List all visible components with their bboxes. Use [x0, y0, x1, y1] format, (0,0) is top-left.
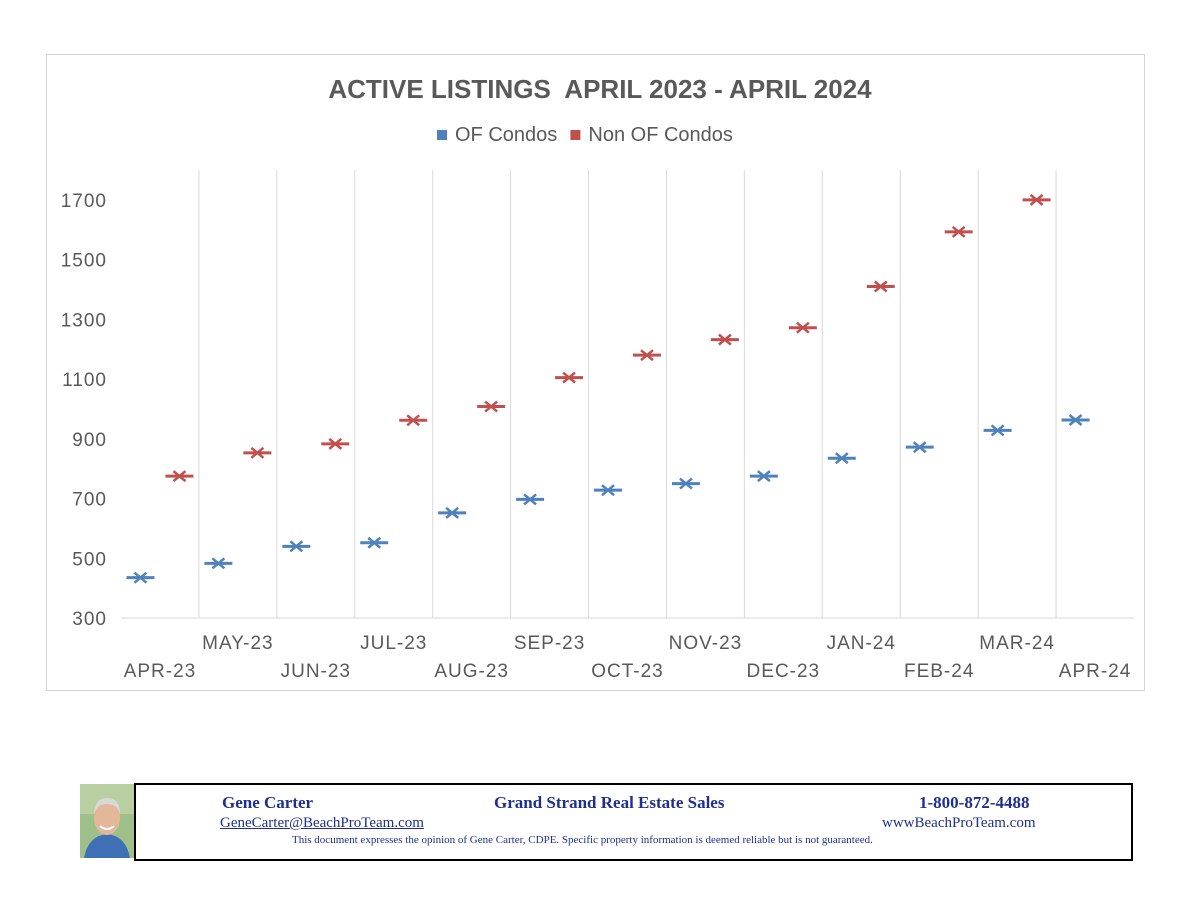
- x-tick-label: SEP-23: [514, 633, 585, 654]
- marker-cross: [834, 452, 849, 465]
- marker-cross: [757, 470, 771, 483]
- marker-cross: [1068, 414, 1083, 426]
- data-point: [1061, 414, 1090, 426]
- y-tick-label: 500: [72, 549, 107, 570]
- legend-swatch: [570, 130, 581, 140]
- legend-swatch: [437, 130, 447, 140]
- x-tick-label: AUG-23: [434, 661, 509, 682]
- chart-svg: ACTIVE LISTINGS APRIL 2023 - APRIL 2024 …: [61, 74, 1134, 682]
- chart-title: ACTIVE LISTINGS APRIL 2023 - APRIL 2024: [328, 74, 872, 104]
- data-point: [399, 414, 428, 427]
- data-point: [944, 225, 973, 238]
- data-point: [905, 441, 934, 454]
- phone-number: 1-800-872-4488: [919, 793, 1030, 812]
- chart-marks: [126, 193, 1090, 584]
- data-point: [243, 446, 272, 459]
- y-tick-label: 1300: [61, 310, 107, 331]
- chart-legend: OF Condos Non OF Condos: [437, 124, 733, 146]
- x-tick-label: MAY-23: [202, 633, 273, 654]
- data-point: [1022, 193, 1051, 206]
- chart-grid: [121, 170, 1134, 619]
- marker-cross: [1029, 193, 1044, 206]
- data-point: [282, 540, 311, 553]
- x-tick-label: JUN-23: [281, 661, 351, 682]
- y-tick-label: 700: [72, 490, 107, 511]
- y-tick-label: 300: [72, 609, 107, 630]
- marker-cross: [990, 424, 1005, 437]
- website-text: wwwBeachProTeam.com: [882, 815, 1036, 831]
- marker-cross: [523, 493, 537, 506]
- legend-label: Non OF Condos: [588, 124, 733, 146]
- x-tick-label: DEC-23: [747, 661, 821, 682]
- data-point: [126, 571, 155, 584]
- data-point: [866, 280, 895, 293]
- x-tick-label: APR-23: [124, 661, 197, 682]
- x-tick-label: JUL-23: [360, 633, 427, 654]
- marker-cross: [796, 321, 810, 334]
- marker-cross: [873, 280, 888, 293]
- marker-cross: [562, 371, 576, 384]
- legend-label: OF Condos: [455, 124, 557, 146]
- marker-cross: [289, 540, 304, 553]
- marker-cross: [406, 414, 421, 427]
- marker-cross: [367, 536, 382, 549]
- data-point: [165, 470, 194, 483]
- marker-cross: [133, 571, 148, 584]
- data-point: [555, 371, 584, 384]
- email-link[interactable]: GeneCarter@BeachProTeam.com: [220, 815, 424, 831]
- x-tick-label: JAN-24: [827, 633, 896, 654]
- y-tick-label: 1700: [61, 191, 107, 212]
- agent-name: Gene Carter: [222, 793, 314, 812]
- marker-cross: [328, 437, 343, 450]
- y-tick-label: 1100: [62, 370, 107, 391]
- marker-cross: [951, 225, 966, 238]
- data-point: [360, 536, 389, 549]
- marker-cross: [445, 506, 459, 519]
- x-tick-label: FEB-24: [904, 661, 974, 682]
- y-tick-label: 1500: [61, 251, 107, 272]
- y-axis-ticks: 300 500 700 900 1100 1300 1500 1700: [61, 191, 107, 630]
- marker-cross: [718, 333, 732, 346]
- data-point: [438, 506, 467, 519]
- company-name: Grand Strand Real Estate Sales: [494, 793, 725, 812]
- data-point: [594, 484, 623, 497]
- disclaimer-text: This document expresses the opinion of G…: [292, 834, 873, 846]
- data-point: [321, 437, 350, 450]
- marker-cross: [172, 470, 187, 483]
- data-point: [632, 349, 661, 362]
- data-point: [788, 321, 817, 334]
- marker-cross: [484, 400, 498, 413]
- data-point: [516, 493, 545, 506]
- x-tick-label: NOV-23: [669, 633, 743, 654]
- x-tick-label: APR-24: [1059, 661, 1132, 682]
- data-point: [671, 477, 700, 490]
- marker-cross: [912, 441, 927, 454]
- x-tick-label: MAR-24: [979, 633, 1055, 654]
- data-point: [204, 557, 233, 570]
- marker-cross: [640, 349, 654, 362]
- chart-frame: ACTIVE LISTINGS APRIL 2023 - APRIL 2024 …: [46, 54, 1145, 691]
- x-tick-label: OCT-23: [591, 661, 664, 682]
- marker-cross: [211, 557, 226, 570]
- data-point: [749, 470, 778, 483]
- y-tick-label: 900: [72, 430, 107, 451]
- marker-cross: [679, 477, 693, 490]
- agent-photo: [80, 784, 134, 858]
- data-point: [827, 452, 856, 465]
- contact-footer: Gene Carter Grand Strand Real Estate Sal…: [134, 783, 1133, 861]
- marker-cross: [601, 484, 615, 497]
- data-point: [983, 424, 1012, 437]
- data-point: [710, 333, 739, 346]
- data-point: [477, 400, 506, 413]
- marker-cross: [250, 446, 265, 459]
